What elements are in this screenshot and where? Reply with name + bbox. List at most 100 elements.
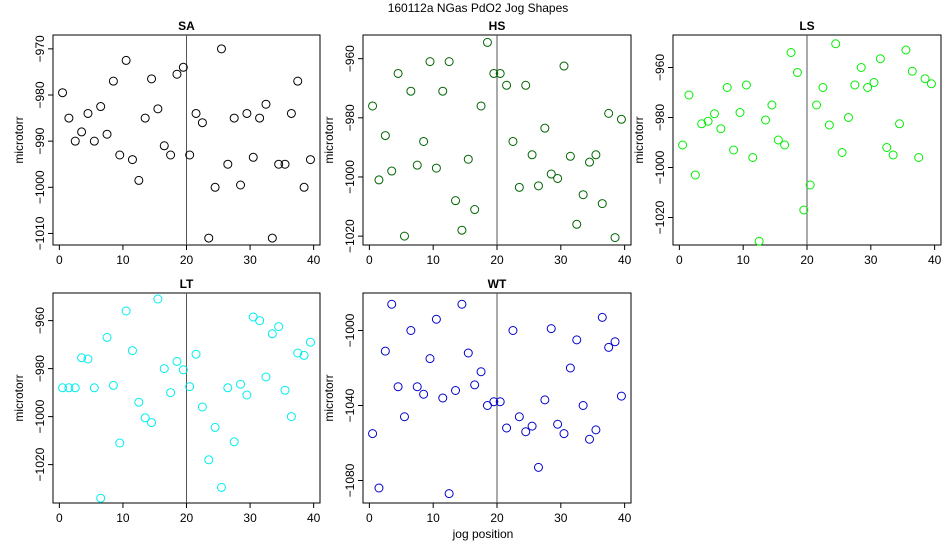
data-point	[863, 83, 873, 92]
data-point	[274, 159, 284, 169]
panel-title: LT	[180, 277, 194, 291]
data-point	[147, 418, 157, 428]
data-point	[761, 115, 771, 125]
data-point	[412, 382, 422, 392]
data-point	[197, 118, 207, 128]
data-point	[83, 354, 93, 364]
data-point	[438, 86, 448, 96]
y-axis-label: microtorr	[12, 374, 26, 421]
data-point	[527, 421, 537, 431]
data-point	[773, 135, 783, 145]
data-point	[412, 160, 422, 170]
data-point	[216, 44, 226, 54]
y-tick-label: −1000	[653, 150, 667, 184]
data-point	[920, 74, 930, 84]
y-tick-label: −1020	[33, 447, 47, 481]
data-point	[197, 402, 207, 412]
panel-lt: LT 0 10 20 30 40 −1020 −1000 −980 −960 microtorr	[12, 277, 321, 525]
y-tick-label: −960	[343, 45, 357, 72]
data-point	[223, 159, 233, 169]
data-point	[527, 150, 537, 160]
x-tick-label: 30	[243, 253, 257, 267]
data-point	[368, 429, 378, 439]
data-point	[374, 175, 384, 185]
data-point	[585, 434, 595, 444]
data-point	[546, 169, 556, 179]
x-tick-label: 10	[427, 511, 441, 525]
data-point	[83, 108, 93, 118]
data-point	[242, 390, 252, 400]
data-point	[604, 342, 614, 352]
data-point	[96, 102, 106, 112]
data-point	[604, 108, 614, 118]
x-tick-label: 40	[618, 511, 632, 525]
data-point	[722, 83, 732, 92]
y-tick-label: −1080	[343, 463, 357, 497]
data-point	[147, 74, 157, 84]
y-tick-label: −980	[653, 104, 667, 131]
x-tick-label: 0	[56, 253, 63, 267]
x-tick-label: 10	[116, 511, 130, 525]
data-point	[856, 63, 866, 72]
x-tick-label: 0	[56, 511, 63, 525]
data-point	[805, 180, 815, 190]
data-point	[489, 68, 499, 78]
data-point	[166, 388, 176, 398]
data-point	[895, 119, 905, 129]
x-tick-label: 30	[243, 511, 257, 525]
data-point	[121, 306, 131, 316]
x-tick-label: 20	[490, 511, 504, 525]
y-tick-label: −1020	[343, 219, 357, 253]
data-point	[185, 382, 195, 392]
y-axis-label: microtorr	[12, 116, 26, 163]
data-point	[223, 383, 233, 393]
data-point	[70, 136, 80, 146]
data-point	[729, 145, 739, 155]
data-point	[305, 155, 315, 165]
data-point	[431, 314, 441, 324]
data-point	[102, 332, 112, 342]
x-tick-label: 40	[928, 253, 942, 267]
x-tick-label: 0	[676, 253, 683, 267]
y-tick-label: −1000	[343, 160, 357, 194]
data-point	[134, 397, 144, 407]
data-point	[741, 80, 751, 90]
data-point	[380, 131, 390, 141]
data-point	[457, 299, 467, 309]
data-point	[115, 438, 125, 448]
data-point	[565, 363, 575, 373]
y-tick-label: −1040	[343, 388, 357, 422]
data-point	[495, 397, 505, 407]
data-point	[799, 205, 809, 215]
data-point	[286, 412, 296, 422]
data-point	[457, 225, 467, 235]
data-point	[572, 219, 582, 229]
x-tick-label: 0	[366, 511, 373, 525]
data-point	[869, 78, 879, 87]
data-point	[89, 383, 99, 393]
panel-title: HS	[489, 19, 506, 33]
data-point	[495, 68, 505, 78]
data-point	[140, 113, 150, 123]
data-point	[159, 141, 169, 151]
data-point	[565, 151, 575, 161]
data-point	[399, 412, 409, 422]
x-tick-label: 20	[180, 511, 194, 525]
data-point	[380, 346, 390, 356]
data-point	[690, 170, 700, 180]
data-point	[102, 129, 112, 139]
data-point	[159, 364, 169, 374]
panel-ls: LS 0 10 20 30 40 −1020 −1000 −980 −960 microtorr	[632, 19, 942, 267]
data-point	[463, 348, 473, 358]
y-tick-label: −1010	[33, 216, 47, 250]
data-point	[368, 101, 378, 111]
data-point	[77, 353, 87, 363]
data-point	[812, 100, 822, 110]
data-point	[502, 423, 512, 433]
data-point	[96, 493, 106, 503]
data-point	[299, 182, 309, 192]
data-point	[134, 175, 144, 185]
panel-hs: HS 0 10 20 30 40 −1020 −1000 −980 −960 microtorr	[322, 19, 632, 267]
data-point	[546, 324, 556, 334]
